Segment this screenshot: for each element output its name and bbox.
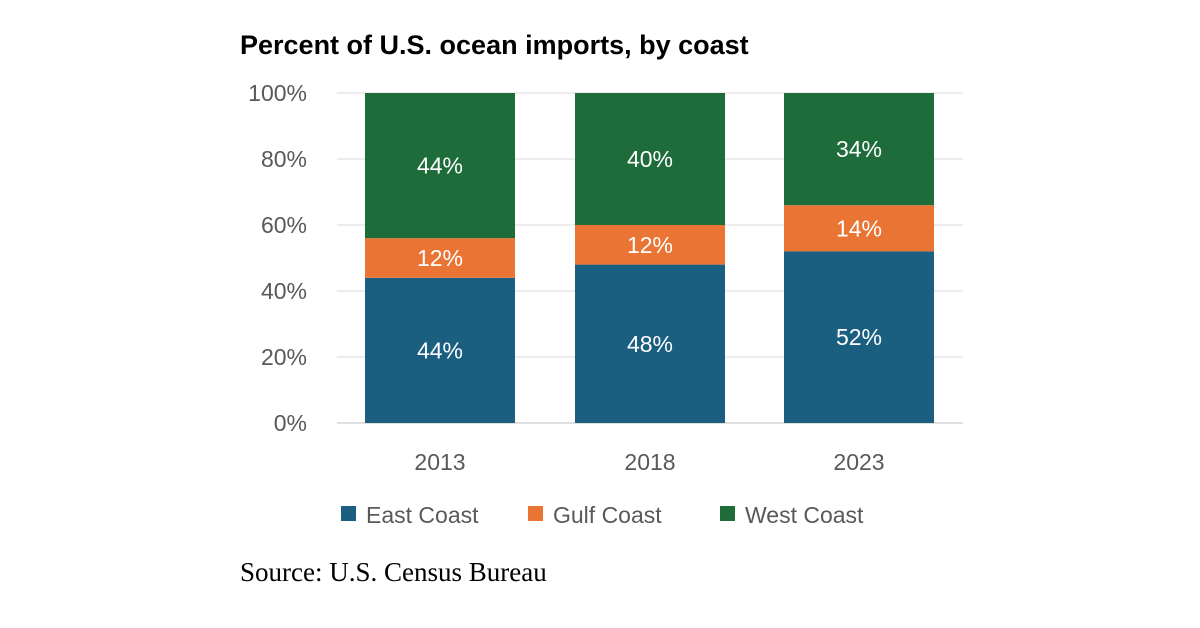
bar-segment <box>784 251 934 423</box>
source-note: Source: U.S. Census Bureau <box>240 557 547 587</box>
legend-swatch <box>720 506 735 521</box>
y-tick-label: 40% <box>261 278 307 304</box>
data-label: 48% <box>627 331 673 357</box>
bar-segment <box>784 205 934 252</box>
bar-segment <box>784 93 934 206</box>
data-label: 34% <box>836 136 882 162</box>
y-tick-label: 0% <box>274 410 307 436</box>
legend-label: Gulf Coast <box>553 502 662 528</box>
data-label: 44% <box>417 337 463 363</box>
legend-swatch <box>341 506 356 521</box>
y-tick-label: 100% <box>248 80 307 106</box>
y-tick-label: 20% <box>261 344 307 370</box>
data-label: 40% <box>627 146 673 172</box>
bar-segment <box>575 93 725 225</box>
x-tick-label: 2013 <box>414 449 465 475</box>
data-label: 14% <box>836 215 882 241</box>
bar-segment <box>575 225 725 265</box>
y-tick-label: 80% <box>261 146 307 172</box>
bar-segment <box>365 93 515 239</box>
data-label: 44% <box>417 153 463 179</box>
bar-segment <box>365 277 515 423</box>
legend-label: West Coast <box>745 502 864 528</box>
legend-swatch <box>528 506 543 521</box>
data-label: 12% <box>417 245 463 271</box>
data-label: 12% <box>627 232 673 258</box>
x-tick-label: 2023 <box>833 449 884 475</box>
bar-segment <box>575 264 725 423</box>
y-tick-label: 60% <box>261 212 307 238</box>
x-tick-label: 2018 <box>624 449 675 475</box>
bar-segment <box>365 238 515 278</box>
data-label: 52% <box>836 324 882 350</box>
legend-label: East Coast <box>366 502 479 528</box>
chart-title: Percent of U.S. ocean imports, by coast <box>240 30 749 60</box>
